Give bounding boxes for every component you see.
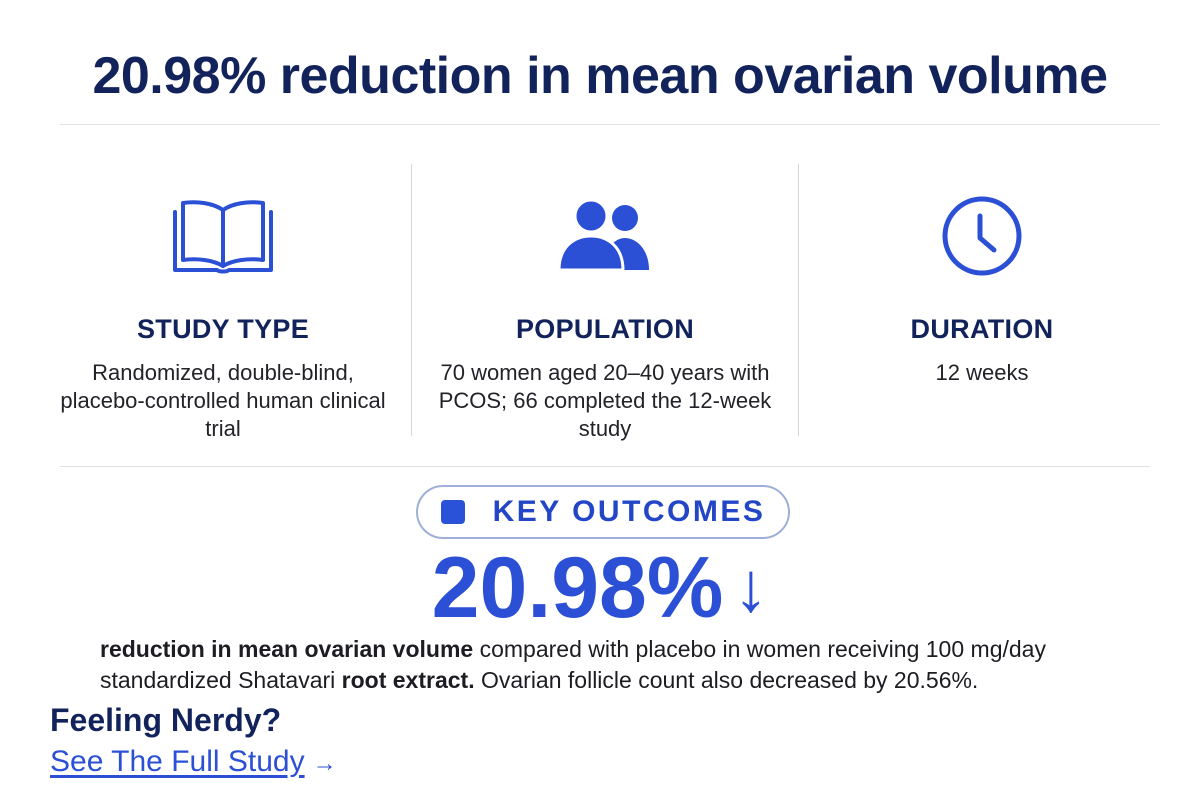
feeling-nerdy-heading: Feeling Nerdy? [50,702,282,738]
top-divider [60,124,1160,125]
section-divider [60,466,1150,467]
clock-icon [797,186,1167,286]
down-arrow-icon: ↓ [733,548,769,626]
study-type-text: Randomized, double-blind, placebo-contro… [60,360,386,441]
arrow-right-icon[interactable]: → [312,750,337,777]
see-full-study-link[interactable]: See The Full Study → [50,745,337,779]
key-outcomes-badge: KEY OUTCOMES [416,485,790,539]
outcome-emphasis: reduction in mean ovarian volume [100,636,474,662]
key-outcomes-label: KEY OUTCOMES [492,495,766,528]
duration-text: 12 weeks [935,360,1029,385]
outcome-text-part: Ovarian follicle count also decreased by… [474,666,979,693]
square-icon [440,500,465,524]
duration-heading: DURATION [910,314,1054,344]
outcome-emphasis: root extract. [341,666,475,693]
population-text: 70 women aged 20–40 years with PCOS; 66 … [438,360,772,441]
column-divider [798,164,799,436]
key-outcome-value: 20.98% [431,540,724,636]
people-icon [420,186,790,286]
see-full-study-label[interactable]: See The Full Study [50,745,305,778]
study-type-heading: STUDY TYPE [136,314,310,344]
population-column: POPULATION 70 women aged 20–40 years wit… [420,186,790,443]
duration-column: DURATION 12 weeks [797,186,1167,387]
outcome-description: reduction in mean ovarian volume compare… [100,634,1160,695]
study-type-column: STUDY TYPE Randomized, double-blind, pla… [38,186,408,443]
population-heading: POPULATION [516,314,694,344]
key-outcome-stat: 20.98% ↓ [0,545,1200,631]
page-title: 20.98% reduction in mean ovarian volume [92,47,1108,105]
column-divider [411,164,412,436]
outcome-text-part: compared with placebo in women receiving… [100,636,1046,693]
open-book-icon [38,186,408,286]
